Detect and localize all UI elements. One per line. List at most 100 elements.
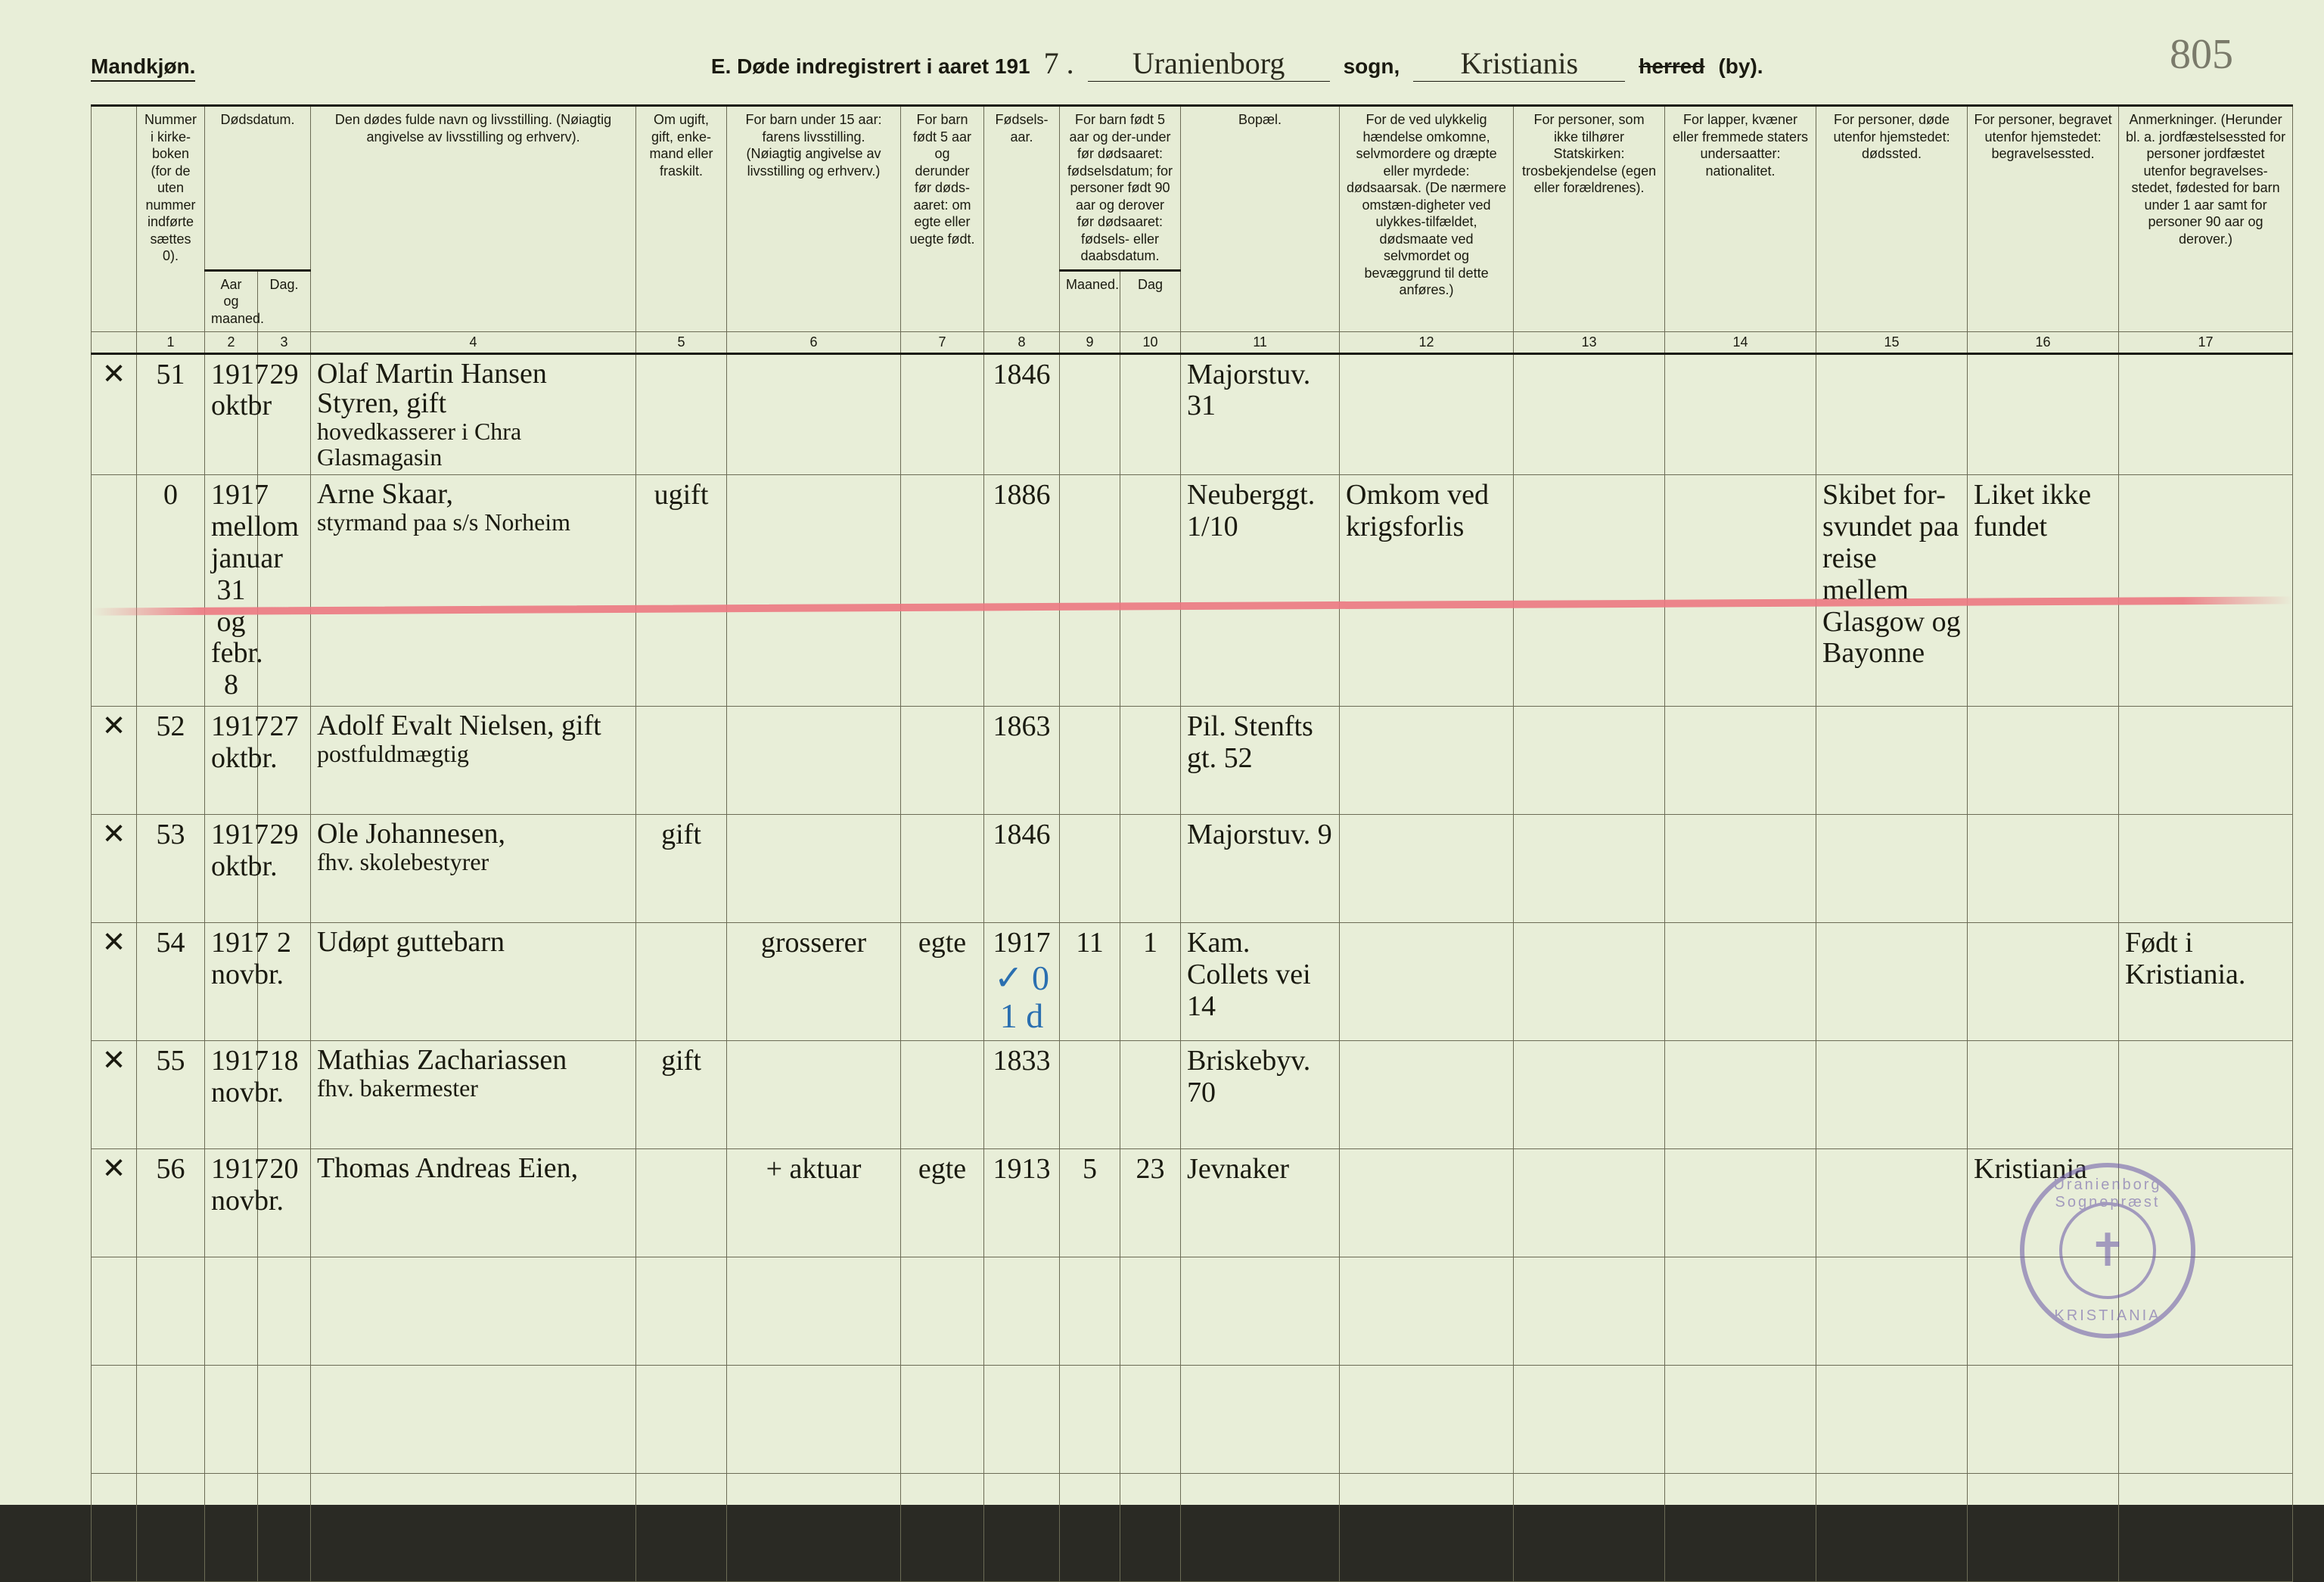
year-month: 1917 oktbr. bbox=[205, 707, 258, 815]
name-occupation: Mathias Zachariassenfhv. bakermester bbox=[311, 1041, 636, 1149]
col-9b: Dag bbox=[1120, 270, 1181, 332]
burial-place bbox=[1968, 923, 2119, 1041]
birth-month bbox=[1060, 353, 1120, 475]
birth-year: 1863 bbox=[984, 707, 1060, 815]
col-2a: Aar og maaned. bbox=[205, 270, 258, 332]
death-place bbox=[1816, 815, 1968, 923]
cell bbox=[636, 1474, 727, 1582]
col-9-top: For barn født 5 aar og der-under før død… bbox=[1060, 106, 1181, 271]
table-row: ✕531917 oktbr.29Ole Johannesen,fhv. skol… bbox=[92, 815, 2293, 923]
birth-year: 1886 bbox=[984, 475, 1060, 707]
colnum: 6 bbox=[727, 332, 901, 354]
legitimate bbox=[901, 353, 984, 475]
father-occupation bbox=[727, 707, 901, 815]
confession bbox=[1514, 815, 1665, 923]
residence: Jevnaker bbox=[1181, 1149, 1340, 1257]
col-9a: Maaned. bbox=[1060, 270, 1120, 332]
table-row bbox=[92, 1257, 2293, 1366]
marital-status bbox=[636, 1149, 727, 1257]
cause bbox=[1340, 1041, 1514, 1149]
entry-number: 51 bbox=[137, 353, 205, 475]
parish-script: Uranienborg bbox=[1088, 45, 1330, 82]
residence: Majorstuv. 31 bbox=[1181, 353, 1340, 475]
confession bbox=[1514, 475, 1665, 707]
col-7: For barn født 5 aar og derunder før døds… bbox=[901, 106, 984, 332]
cause bbox=[1340, 1149, 1514, 1257]
nationality bbox=[1665, 923, 1816, 1041]
year-month: 1917 novbr. bbox=[205, 1149, 258, 1257]
cause bbox=[1340, 923, 1514, 1041]
col-2-top: Dødsdatum. bbox=[205, 106, 311, 271]
remarks bbox=[2119, 353, 2293, 475]
gender-label: Mandkjøn. bbox=[91, 54, 195, 82]
residence: Neuberggt. 1/10 bbox=[1181, 475, 1340, 707]
col-8: Fødsels-aar. bbox=[984, 106, 1060, 332]
name-occupation: Adolf Evalt Nielsen, giftpostfuldmægtig bbox=[311, 707, 636, 815]
ledger-page: 805 Mandkjøn. E. Døde indregistrert i aa… bbox=[0, 0, 2324, 1505]
nationality bbox=[1665, 815, 1816, 923]
col-12: For de ved ulykkelig hændelse omkomne, s… bbox=[1340, 106, 1514, 332]
colnum: 13 bbox=[1514, 332, 1665, 354]
cell bbox=[984, 1257, 1060, 1366]
marital-status bbox=[636, 707, 727, 815]
cell bbox=[258, 1257, 311, 1366]
cell bbox=[1665, 1366, 1816, 1474]
cell bbox=[901, 1366, 984, 1474]
cell bbox=[1514, 1474, 1665, 1582]
margin-mark: ✕ bbox=[92, 923, 137, 1041]
burial-place bbox=[1968, 707, 2119, 815]
name-occupation: Thomas Andreas Eien, bbox=[311, 1149, 636, 1257]
remarks bbox=[2119, 475, 2293, 707]
marital-status: ugift bbox=[636, 475, 727, 707]
birth-month: 5 bbox=[1060, 1149, 1120, 1257]
death-place bbox=[1816, 1149, 1968, 1257]
birth-day bbox=[1120, 1041, 1181, 1149]
burial-place bbox=[1968, 1041, 2119, 1149]
by-label: (by). bbox=[1718, 54, 1763, 79]
confession bbox=[1514, 1041, 1665, 1149]
remarks bbox=[2119, 707, 2293, 815]
year-month: 1917 mellom januar 31 og febr. 8 bbox=[205, 475, 258, 707]
cell bbox=[727, 1474, 901, 1582]
cell bbox=[901, 1257, 984, 1366]
entry-number: 0 bbox=[137, 475, 205, 707]
name-occupation: Olaf Martin Hansen Styren, gifthovedkass… bbox=[311, 353, 636, 475]
margin-mark: ✕ bbox=[92, 815, 137, 923]
table-row bbox=[92, 1366, 2293, 1474]
father-occupation bbox=[727, 815, 901, 923]
cell bbox=[1665, 1257, 1816, 1366]
burial-place: Liket ikke fundet bbox=[1968, 475, 2119, 707]
colnum: 15 bbox=[1816, 332, 1968, 354]
entry-number: 55 bbox=[137, 1041, 205, 1149]
cell bbox=[258, 1474, 311, 1582]
cell bbox=[2119, 1474, 2293, 1582]
death-place bbox=[1816, 1041, 1968, 1149]
col-11: Bopæl. bbox=[1181, 106, 1340, 332]
cell bbox=[1514, 1257, 1665, 1366]
col-1: Nummer i kirke-boken (for de uten nummer… bbox=[137, 106, 205, 332]
col-17: Anmerkninger. (Herunder bl. a. jordfæste… bbox=[2119, 106, 2293, 332]
colnum: 17 bbox=[2119, 332, 2293, 354]
table-row: ✕511917 oktbr29Olaf Martin Hansen Styren… bbox=[92, 353, 2293, 475]
cause bbox=[1340, 353, 1514, 475]
father-occupation bbox=[727, 475, 901, 707]
herred-struck: herred bbox=[1639, 54, 1704, 79]
table-row bbox=[92, 1474, 2293, 1582]
cell bbox=[1968, 1366, 2119, 1474]
death-place bbox=[1816, 923, 1968, 1041]
marital-status: gift bbox=[636, 1041, 727, 1149]
residence: Briskebyv. 70 bbox=[1181, 1041, 1340, 1149]
colnum: 12 bbox=[1340, 332, 1514, 354]
colnum: 3 bbox=[258, 332, 311, 354]
cell bbox=[1816, 1366, 1968, 1474]
birth-year: 1846 bbox=[984, 353, 1060, 475]
residence: Pil. Stenfts gt. 52 bbox=[1181, 707, 1340, 815]
entry-number: 53 bbox=[137, 815, 205, 923]
remarks: Født i Kristiania. bbox=[2119, 923, 2293, 1041]
colnum: 14 bbox=[1665, 332, 1816, 354]
cell bbox=[1060, 1366, 1120, 1474]
confession bbox=[1514, 923, 1665, 1041]
birth-year: 1846 bbox=[984, 815, 1060, 923]
margin-mark: ✕ bbox=[92, 1041, 137, 1149]
cell bbox=[984, 1474, 1060, 1582]
